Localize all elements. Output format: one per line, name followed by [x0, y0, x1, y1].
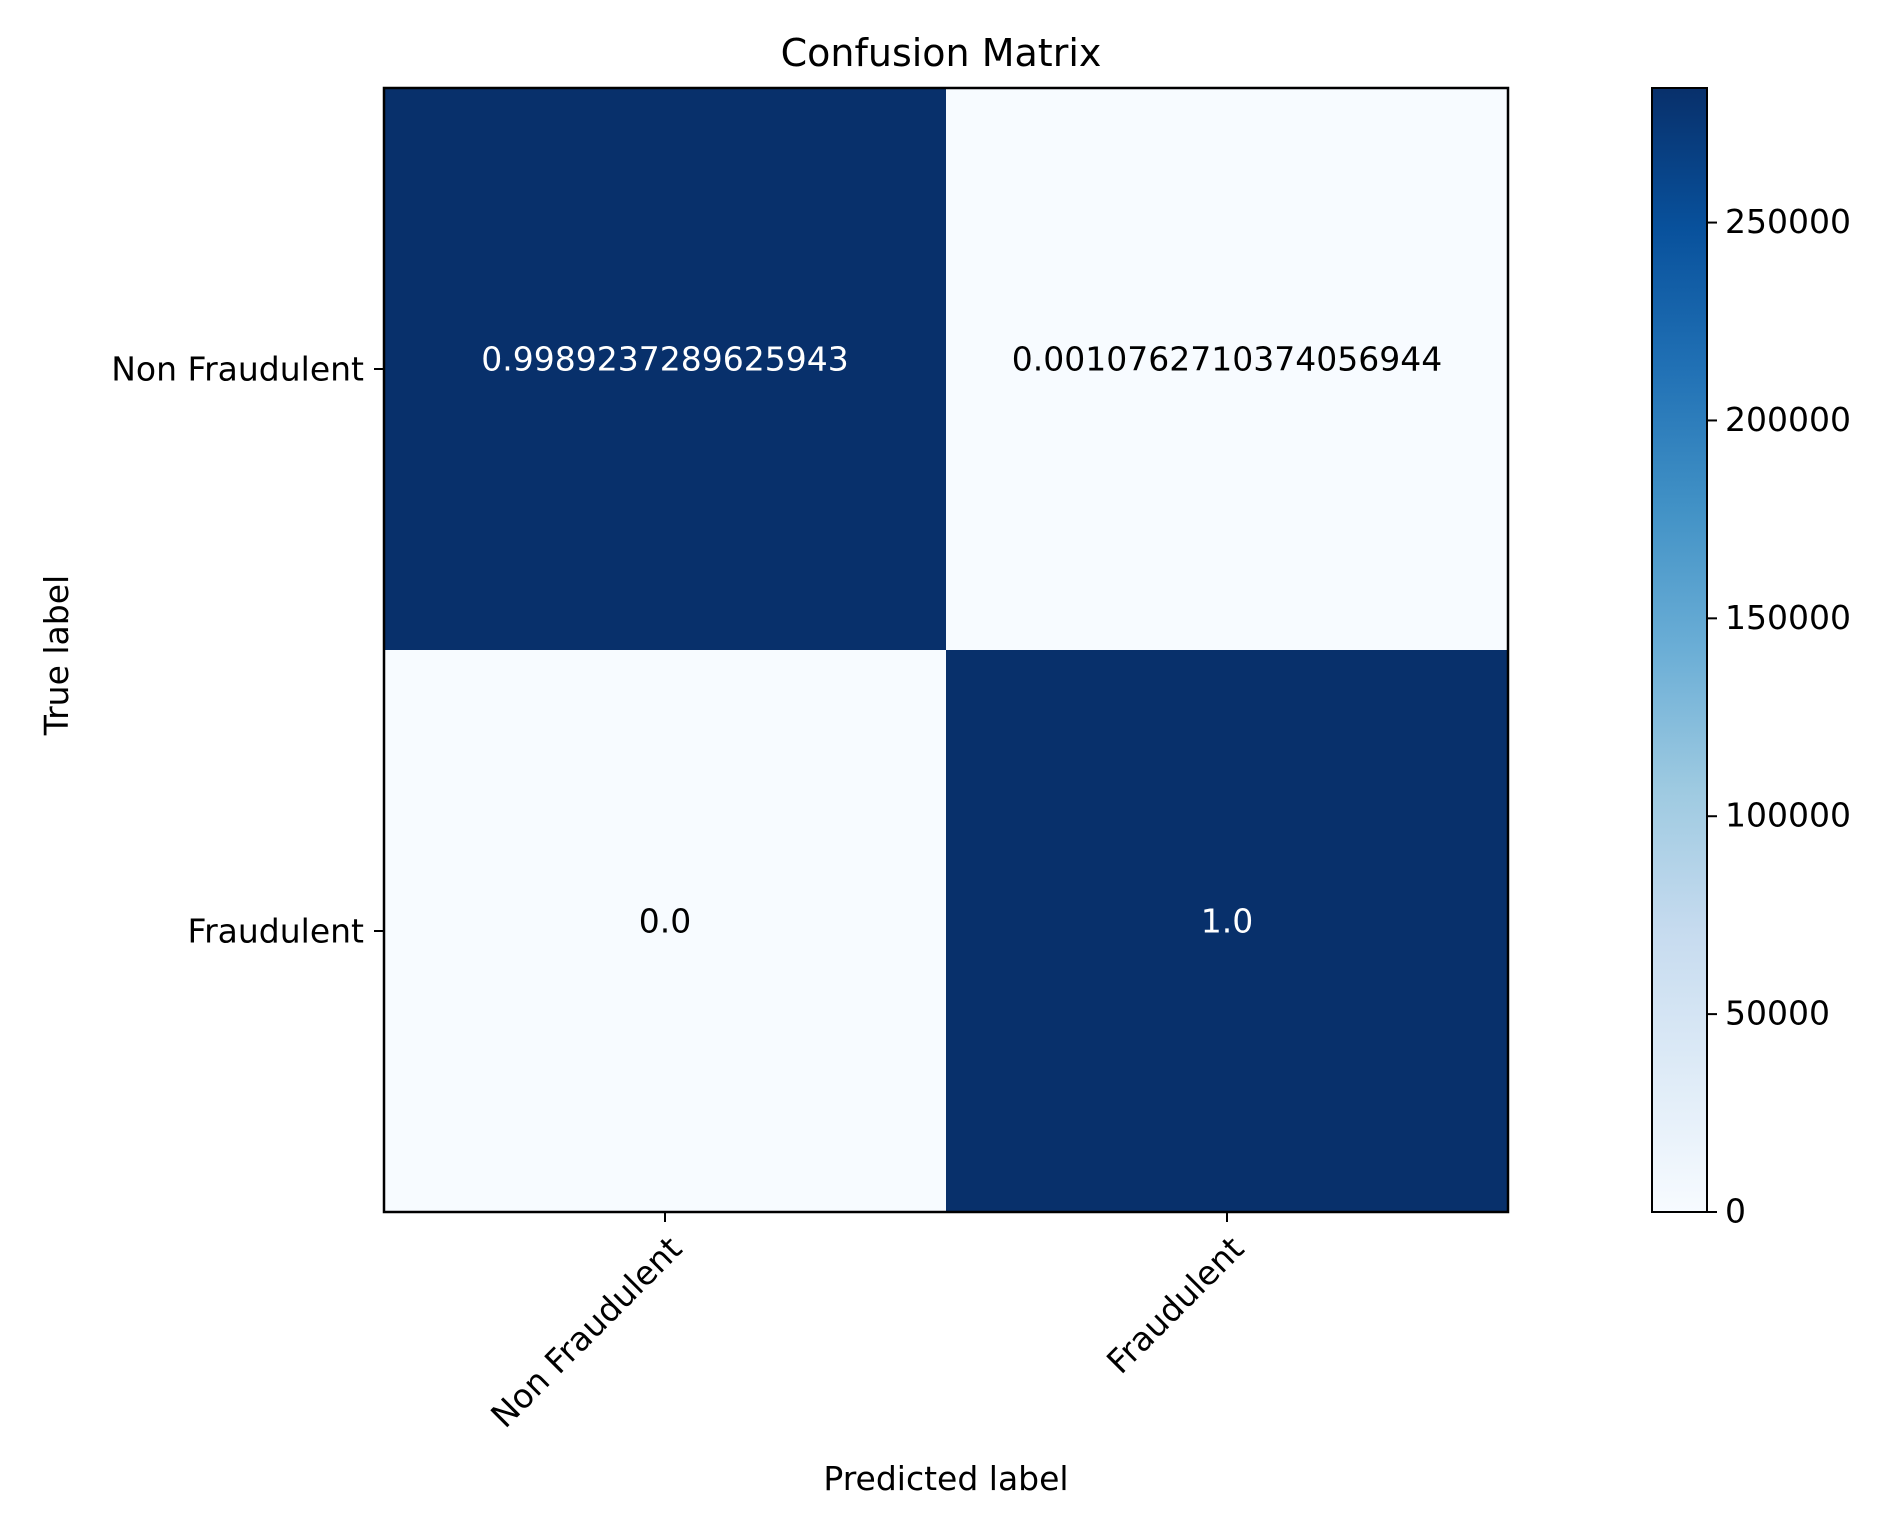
- cell-value-label-1-0: 0.0: [639, 902, 691, 941]
- heatmap-cell-0-0: [384, 88, 946, 650]
- colorbar-ticks: 0 50000 100000 150000 200000 250000: [1707, 202, 1851, 1231]
- cell-value-label-0-1: 0.0010762710374056944: [1012, 340, 1442, 379]
- heatmap-cell-1-1: [946, 650, 1508, 1212]
- x-axis-label: Predicted label: [823, 1459, 1068, 1498]
- colorbar-tick-label: 150000: [1725, 598, 1851, 637]
- heatmap-cell-0-1: [946, 88, 1508, 650]
- x-axis-ticks: Non Fraudulent Fraudulent: [483, 1212, 1251, 1435]
- y-tick-label: Non Fraudulent: [111, 350, 364, 389]
- colorbar-tick-label: 100000: [1725, 796, 1851, 835]
- cell-value-label-1-1: 1.0: [1201, 902, 1253, 941]
- y-tick-label: Fraudulent: [188, 912, 365, 951]
- y-axis-label: True label: [37, 575, 76, 736]
- colorbar-tick-label: 50000: [1725, 994, 1830, 1033]
- heatmap-cell-1-0: [384, 650, 946, 1212]
- colorbar-tick-label: 250000: [1725, 202, 1851, 241]
- y-axis-ticks: Non Fraudulent Fraudulent: [111, 350, 384, 951]
- colorbar-tick-label: 0: [1725, 1192, 1746, 1231]
- x-tick-label: Fraudulent: [1099, 1229, 1251, 1381]
- chart-title: Confusion Matrix: [781, 31, 1102, 75]
- heatmap-cells: 0.9989237289625943 0.0010762710374056944 0…: [384, 88, 1508, 1212]
- colorbar-tick-label: 200000: [1725, 400, 1851, 439]
- plot-frame: [382, 86, 1510, 1214]
- x-tick-label: Non Fraudulent: [483, 1229, 689, 1435]
- cell-value-label-0-0: 0.9989237289625943: [481, 340, 848, 379]
- colorbar: [1651, 87, 1708, 1213]
